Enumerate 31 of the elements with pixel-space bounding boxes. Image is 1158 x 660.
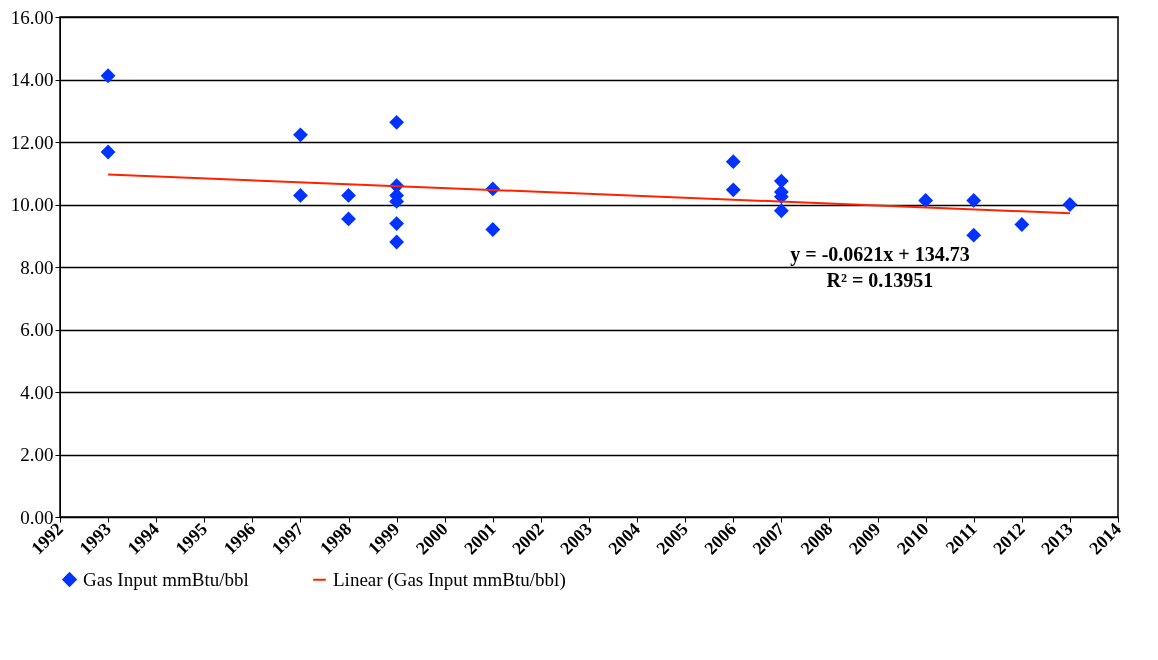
y-tick-label: 6.00: [20, 319, 54, 340]
point: [773, 203, 789, 219]
y-tick-label: 16.00: [10, 6, 54, 28]
point: [293, 188, 308, 203]
point: [1014, 217, 1030, 232]
point: [341, 211, 356, 227]
point: [341, 188, 356, 203]
point: [389, 216, 405, 231]
point: [918, 193, 934, 208]
legend-label: Linear (Gas Input mmBtu/bbl): [333, 568, 566, 591]
legend-label: Gas Input mmBtu/bbl: [83, 568, 249, 590]
point: [725, 182, 741, 198]
point: [485, 222, 501, 237]
point: [725, 154, 741, 170]
y-tick-label: 4.00: [20, 381, 54, 403]
point: [293, 127, 308, 143]
y-tick-label: 8.00: [20, 256, 54, 278]
point: [966, 193, 982, 208]
point: [389, 234, 405, 250]
point: [389, 114, 405, 130]
y-tick-label: 2.00: [20, 444, 54, 465]
annotation: R² = 0.13951: [826, 268, 934, 291]
annotation: y = -0.0621x + 134.73: [790, 242, 970, 266]
y-tick-label: 10.00: [10, 194, 54, 215]
y-tick-label: 12.00: [10, 131, 54, 153]
point: [100, 144, 116, 160]
y-tick-label: 14.00: [10, 69, 54, 90]
x-tick-label: 2011: [941, 518, 981, 558]
point: [1062, 197, 1078, 212]
point: [100, 68, 116, 84]
point: [966, 227, 982, 243]
